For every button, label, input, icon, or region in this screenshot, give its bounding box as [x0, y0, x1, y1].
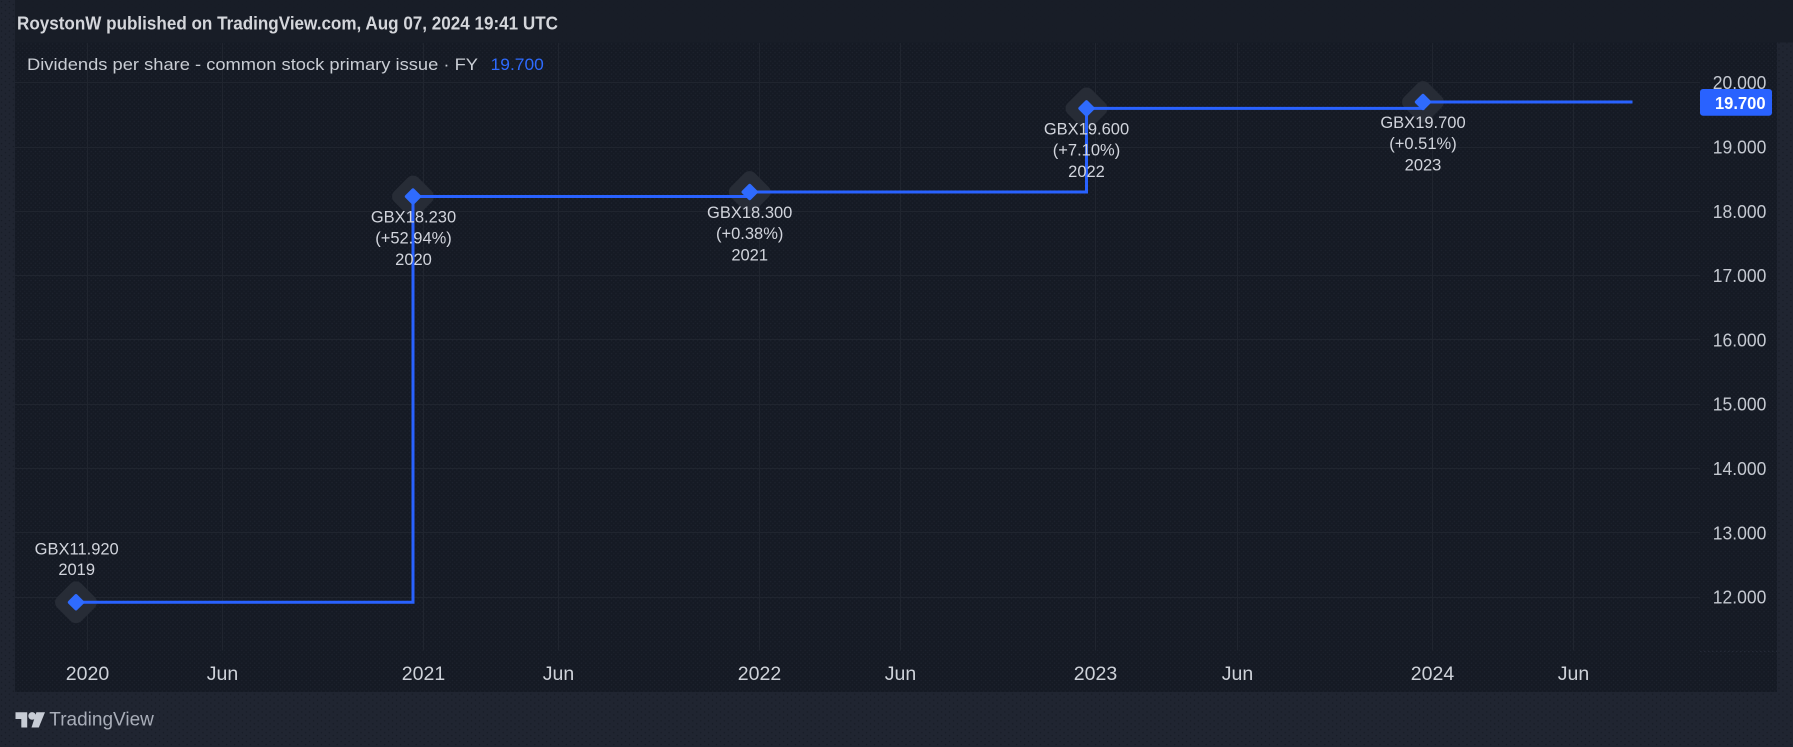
svg-text:2024: 2024 — [1411, 663, 1455, 685]
svg-text:20.000: 20.000 — [1713, 73, 1767, 93]
svg-text:GBX18.300: GBX18.300 — [707, 204, 792, 222]
svg-text:Jun: Jun — [1222, 663, 1253, 685]
svg-text:13.000: 13.000 — [1713, 523, 1767, 543]
svg-text:2022: 2022 — [1068, 163, 1105, 181]
svg-text:Jun: Jun — [207, 663, 238, 685]
svg-text:14.000: 14.000 — [1713, 459, 1767, 479]
svg-text:18.000: 18.000 — [1713, 202, 1767, 222]
svg-text:15.000: 15.000 — [1713, 395, 1767, 415]
svg-text:2021: 2021 — [731, 246, 768, 264]
svg-text:2023: 2023 — [1074, 663, 1117, 685]
svg-text:19.700: 19.700 — [491, 55, 544, 74]
svg-text:19.700: 19.700 — [1715, 93, 1766, 113]
svg-text:2022: 2022 — [738, 663, 781, 685]
svg-text:2023: 2023 — [1405, 156, 1442, 174]
svg-text:Jun: Jun — [543, 663, 574, 685]
svg-text:(+7.10%): (+7.10%) — [1053, 142, 1120, 160]
svg-text:2021: 2021 — [402, 663, 445, 685]
svg-text:2020: 2020 — [395, 251, 432, 269]
svg-text:(+0.38%): (+0.38%) — [716, 225, 783, 243]
svg-text:2019: 2019 — [58, 561, 95, 579]
svg-text:16.000: 16.000 — [1713, 330, 1767, 350]
svg-text:(+52.94%): (+52.94%) — [375, 230, 452, 248]
svg-text:GBX18.230: GBX18.230 — [371, 209, 456, 227]
svg-text:TradingView: TradingView — [49, 709, 154, 730]
svg-text:GBX19.600: GBX19.600 — [1044, 120, 1129, 138]
svg-text:GBX19.700: GBX19.700 — [1380, 114, 1465, 132]
svg-text:RoystonW published on TradingV: RoystonW published on TradingView.com, A… — [17, 12, 558, 33]
svg-text:Jun: Jun — [1558, 663, 1589, 685]
svg-text:(+0.51%): (+0.51%) — [1389, 135, 1456, 153]
svg-text:2020: 2020 — [66, 663, 110, 685]
svg-text:17.000: 17.000 — [1713, 266, 1767, 286]
svg-text:Jun: Jun — [885, 663, 916, 685]
svg-text:19.000: 19.000 — [1713, 138, 1767, 158]
svg-text:GBX11.920: GBX11.920 — [35, 541, 119, 559]
svg-text:12.000: 12.000 — [1713, 588, 1767, 608]
svg-text:Dividends per share - common s: Dividends per share - common stock prima… — [27, 55, 478, 74]
